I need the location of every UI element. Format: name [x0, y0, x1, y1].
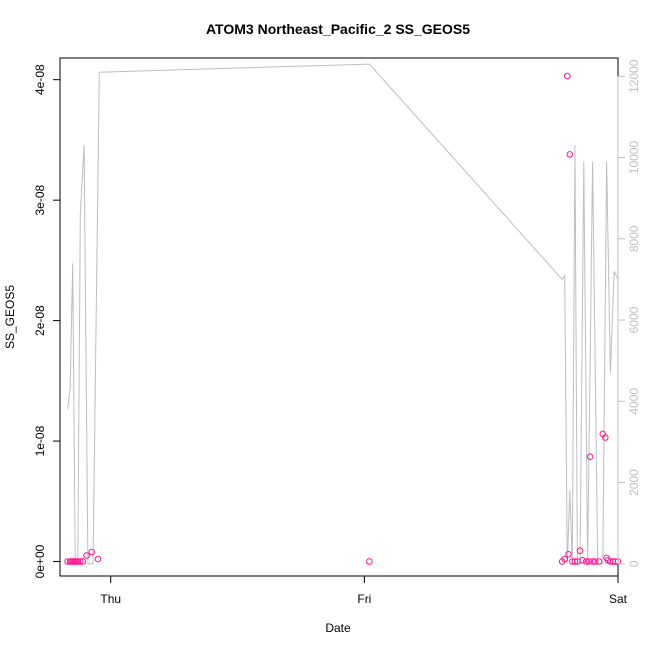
- x-tick-label: Thu: [100, 592, 121, 606]
- data-point: [561, 555, 569, 563]
- data-point: [602, 434, 609, 441]
- x-axis: Thu Fri Sat: [100, 575, 628, 606]
- y-tick-label: 2e-08: [33, 305, 47, 336]
- data-point: [576, 547, 584, 555]
- data-point: [571, 558, 579, 565]
- y-right-tick-label: 4000: [627, 388, 641, 415]
- series-line-0: [67, 63, 619, 565]
- data-point: [585, 558, 593, 565]
- y-right-tick-label: 6000: [627, 306, 641, 333]
- data-point: [88, 548, 95, 556]
- y-right-tick-label: 0: [627, 560, 641, 567]
- y-tick-label: 0e+00: [33, 544, 47, 578]
- x-axis-label: Date: [325, 621, 351, 635]
- y-tick-label: 3e-08: [33, 184, 47, 215]
- y-right-tick-label: 8000: [627, 225, 641, 252]
- data-point: [77, 558, 84, 565]
- y-tick-label: 1e-08: [33, 425, 47, 456]
- series-line-layer: [67, 63, 619, 565]
- y-right-tick-label: 10000: [627, 141, 641, 175]
- data-point: [586, 453, 594, 461]
- series-points-layer: [64, 72, 622, 565]
- data-point: [83, 552, 90, 559]
- data-point: [94, 555, 102, 563]
- data-point: [74, 558, 82, 565]
- data-point: [566, 151, 574, 158]
- data-point: [583, 558, 590, 565]
- data-point: [579, 557, 586, 564]
- data-point: [591, 558, 599, 565]
- y-axis-right: 0 2000 4000 6000 8000 10000 12000: [617, 59, 641, 567]
- y-right-tick-label: 12000: [627, 59, 641, 93]
- data-point: [595, 558, 603, 565]
- y-axis-label: SS_GEOS5: [3, 285, 17, 349]
- y-axis-left: 0e+00 1e-08 2e-08 3e-08 4e-08: [33, 64, 61, 578]
- data-point: [607, 558, 614, 565]
- data-point: [565, 551, 572, 558]
- y-right-tick-label: 2000: [627, 469, 641, 496]
- data-point: [79, 558, 87, 565]
- y-tick-label: 4e-08: [33, 64, 47, 95]
- data-point: [609, 558, 617, 565]
- data-point: [366, 558, 373, 565]
- chart-title: ATOM3 Northeast_Pacific_2 SS_GEOS5: [206, 21, 470, 37]
- plot-frame: [59, 57, 619, 577]
- x-tick-label: Sat: [609, 592, 628, 606]
- data-point: [589, 558, 596, 565]
- x-tick-label: Fri: [357, 592, 371, 606]
- data-point: [564, 72, 571, 80]
